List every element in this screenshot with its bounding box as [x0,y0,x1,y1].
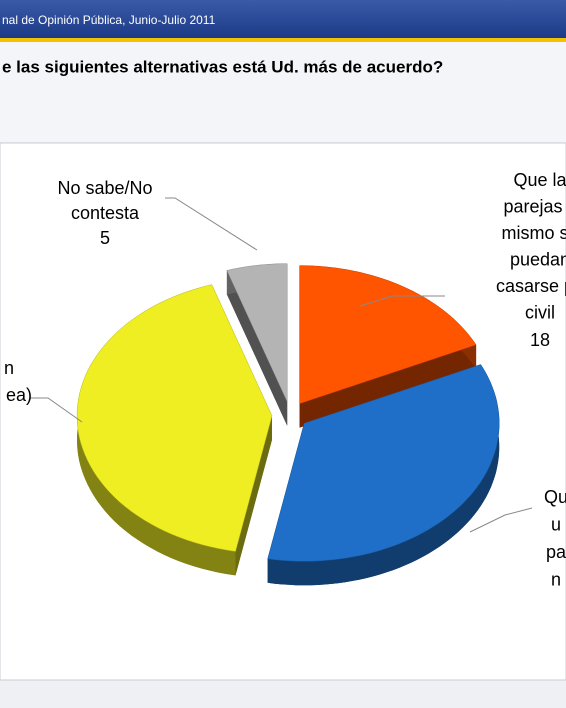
header-rule [0,38,566,42]
slice-label: ea) [6,385,32,405]
leader-line [359,295,445,307]
slice-label: u [551,514,561,534]
question-title: e las siguientes alternativas está Ud. m… [2,57,443,76]
leader-line [30,397,83,423]
slice-label: civil [525,302,555,322]
slice [76,284,273,552]
slice-label: n [4,358,14,378]
slice-label: casarse po [496,276,566,296]
slice-label: n [551,569,561,589]
slice-label: pa [546,542,566,562]
slice-label: contesta [71,203,140,223]
slice-edge [299,344,477,428]
slice [299,265,477,404]
header-text: nal de Opinión Pública, Junio-Julio 2011 [2,13,216,27]
leader-line [165,197,258,251]
slice-edge [235,415,272,576]
pie-chart: Que la parejas c mismo se puedan casarse po c… [4,170,566,590]
slice-side [77,284,236,576]
value-label: 5 [100,228,110,248]
title-area [0,42,566,142]
slice-label: No sabe/No [57,178,152,198]
header-bar [0,0,566,38]
slice [267,364,500,562]
slice-side [267,364,500,586]
slice-label: puedan [510,249,566,269]
slice-label: Qu [544,487,566,507]
value-label: 18 [530,330,550,350]
leader-line [469,507,533,533]
slice-edge [226,270,288,426]
slice-label: mismo se [501,223,566,243]
slice [226,263,288,402]
slice-label: Que la [513,170,566,190]
slice-label: parejas c [503,196,566,216]
